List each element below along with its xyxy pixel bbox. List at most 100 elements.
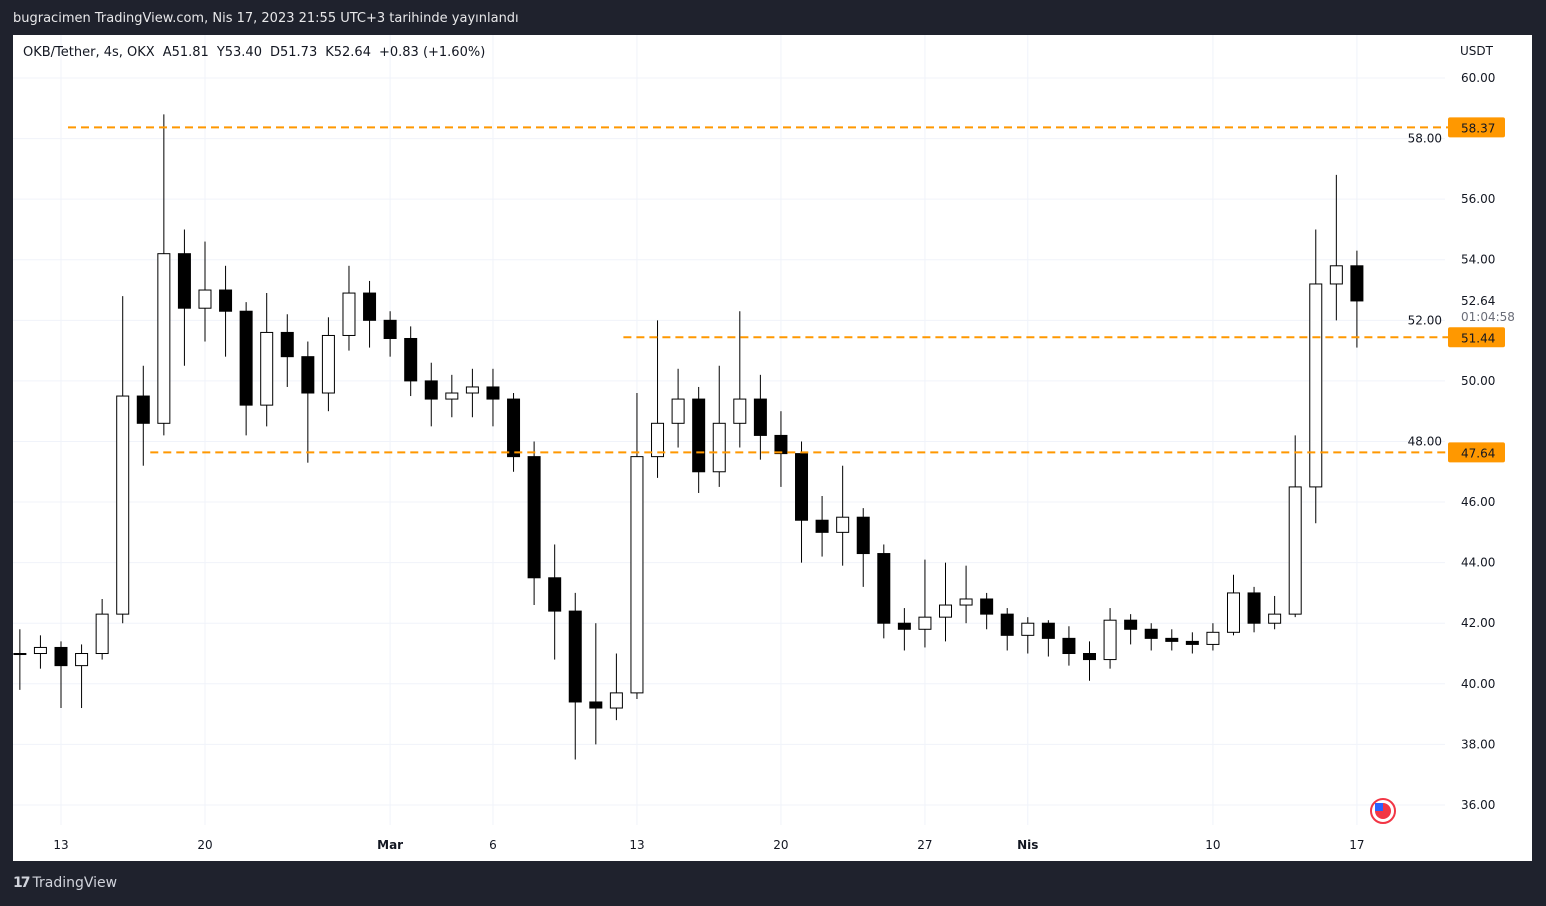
level-price-badge [1448,117,1505,138]
candle-body [1124,619,1138,630]
date-tick-label: 6 [489,838,497,852]
candle-body [1103,619,1117,661]
candle-body [136,395,150,424]
candle-body [1041,622,1055,639]
date-tick-label: 13 [629,838,644,852]
candle-body [548,577,562,612]
publish-info: bugracimen TradingView.com, Nis 17, 2023… [13,11,519,26]
candle-body [692,398,706,473]
price-tick-label: 40.00 [1461,677,1495,691]
chart-panel[interactable] [13,35,1532,861]
price-tick-label: 36.00 [1461,798,1495,812]
candle-body [95,613,109,655]
last-price-label: 52.64 [1461,294,1495,308]
candle-body [239,310,253,406]
candle-body [980,598,994,615]
candle-body [609,692,623,709]
candle-body [1350,265,1364,302]
candle-body [1329,265,1343,285]
candle-body [13,653,27,656]
brand-name: TradingView [32,875,118,891]
legend-low: D51.73 [269,45,318,60]
price-tick-label: 42.00 [1461,616,1495,630]
level-price-label: 58.37 [1461,121,1495,135]
candle-body [342,292,356,336]
candle-body [1165,637,1179,642]
candle-body [75,653,89,667]
price-tick-label: 60.00 [1461,71,1495,85]
candle-body [1021,622,1035,636]
candle-body [795,453,809,521]
candle-body [836,516,850,533]
symbol-legend: OKB/Tether, 4s, OKX A51.81 Y53.40 D51.73 K52… [23,45,493,60]
date-tick-label: Nis [1017,838,1038,852]
candle-body [1288,486,1302,615]
date-tick-label: 10 [1205,838,1220,852]
price-tick-label: 54.00 [1461,253,1495,267]
date-tick-label: 13 [53,838,68,852]
candle-body [630,456,644,694]
candle-body [507,398,521,458]
candle-body [33,646,47,655]
price-tick-label: 38.00 [1461,737,1495,751]
candle-body [712,422,726,473]
candle-body [301,356,315,394]
candle-body [1144,628,1158,639]
tradingview-logo-icon: 17 [13,875,31,891]
candle-body [198,289,212,309]
candle-body [1000,613,1014,636]
legend-open: A51.81 [162,45,209,60]
candle-body [177,253,191,309]
price-axis-unit: USDT [1460,44,1494,58]
candle-body [260,331,274,406]
level-price-badge [1448,327,1505,348]
level-price-label: 51.44 [1461,331,1495,345]
level-price-label: 47.64 [1461,446,1495,460]
candle-body [424,380,438,400]
candle-body [939,604,953,618]
candle-body [1083,653,1096,661]
candle-body [568,610,582,703]
candle-body [1206,631,1220,645]
price-tick-label: 44.00 [1461,556,1495,570]
candle-body [877,553,891,624]
candle-body [589,701,603,709]
price-tick-label: 50.00 [1461,374,1495,388]
candle-body [671,398,685,424]
candle-body [918,616,932,630]
price-tick-label: 58.00 [1408,132,1442,146]
tradingview-logo[interactable]: 17 TradingView [13,875,117,891]
candle-body [1185,640,1199,645]
candle-body [445,392,459,400]
candles [13,114,1364,760]
legend-high: Y53.40 [216,45,262,60]
candle-body [116,395,130,615]
candle-body [897,622,911,630]
candle-body [651,422,665,458]
candle-body [321,334,335,394]
candle-body [404,337,418,382]
candle-body [1247,592,1261,624]
candle-body [856,516,870,555]
date-tick-label: 20 [197,838,212,852]
flag-canton [1375,803,1383,811]
date-tick-label: 27 [917,838,932,852]
price-tick-label: 48.00 [1408,434,1442,448]
price-tick-label: 46.00 [1461,495,1495,509]
symbol-name[interactable]: OKB/Tether, 4s, OKX [23,45,155,60]
last-price-bg [1448,288,1528,323]
candle-body [774,434,788,455]
candle-body [1226,592,1240,633]
level-price-badge [1448,442,1505,463]
date-tick-label: 20 [773,838,788,852]
price-tick-label: 56.00 [1461,192,1495,206]
bar-countdown: 01:04:58 [1461,310,1515,324]
candle-body [486,386,500,400]
candle-body [1062,637,1076,655]
candle-body [733,398,747,424]
candle-body [815,519,829,533]
candle-body [54,646,68,667]
candle-body [280,331,294,358]
candle-body [1309,283,1323,488]
